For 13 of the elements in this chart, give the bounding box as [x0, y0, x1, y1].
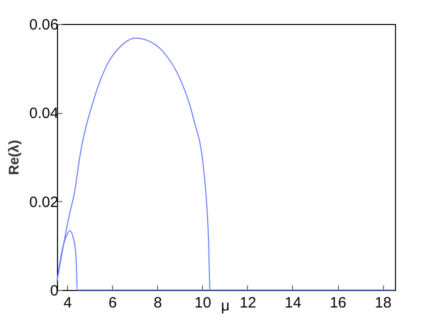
x-tick-label: 18: [374, 294, 392, 312]
x-axis-title: μ: [221, 298, 230, 314]
x-tick-label: 8: [154, 294, 162, 312]
x-tick-label: 16: [330, 294, 346, 312]
y-tick-label: 0.04: [29, 105, 58, 122]
x-tick-label: 4: [63, 294, 72, 312]
y-axis-title: Re(λ): [5, 140, 22, 176]
y-tick-label: 0.06: [29, 16, 58, 34]
x-tick-label: 10: [194, 294, 212, 312]
x-tick-label: 14: [284, 294, 302, 312]
x-tick-label: 6: [108, 294, 117, 312]
x-tick-label: 12: [240, 294, 256, 312]
y-tick-label: 0.02: [29, 194, 58, 211]
